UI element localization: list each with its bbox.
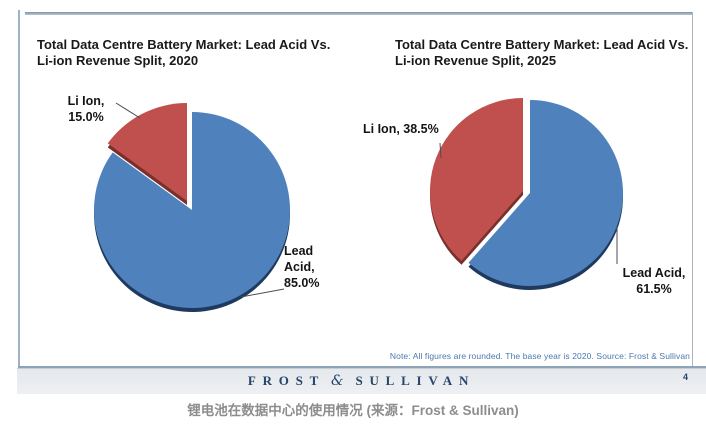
callout-leader-line	[439, 142, 442, 159]
callout-li-ion-2020: Li Ion, 15.0%	[67, 94, 105, 124]
chart-title-2020: Total Data Centre Battery Market: Lead A…	[37, 37, 331, 68]
brand-frost: FROST	[247, 373, 326, 388]
footer-band: FROST & SULLIVAN	[17, 368, 706, 394]
brand-ampersand: &	[331, 373, 344, 389]
slide-right-border	[692, 12, 693, 366]
callout-lead-acid-2025: Lead Acid, 61.5%	[622, 266, 686, 296]
slide-bottom-border	[18, 366, 706, 368]
pie-slice-shadow-lead-acid	[94, 116, 291, 312]
pie-slice-li-ion	[107, 103, 187, 201]
brand-sullivan: SULLIVAN	[355, 373, 476, 388]
pie-chart-2020	[94, 102, 291, 312]
pie-slice-lead-acid	[94, 112, 291, 308]
callout-li-ion-2025: Li Ion, 38.5%	[363, 122, 439, 136]
page-number: 4	[682, 372, 688, 382]
image-caption: 锂电池在数据中心的使用情况 (来源：Frost & Sullivan)	[187, 403, 519, 418]
chart-title-2025: Total Data Centre Battery Market: Lead A…	[395, 37, 689, 68]
callout-leader-line	[115, 102, 141, 119]
callout-lead-acid-2020: Lead Acid, 85.0%	[284, 244, 320, 290]
slide-left-accent-line	[18, 10, 20, 367]
pie-slice-shadow-li-ion	[107, 107, 187, 205]
slide-top-border	[25, 12, 692, 15]
note-text: Note: All figures are rounded. The base …	[389, 351, 690, 361]
frost-sullivan-logo: FROST & SULLIVAN	[248, 369, 475, 393]
callout-leader-line	[240, 288, 285, 298]
